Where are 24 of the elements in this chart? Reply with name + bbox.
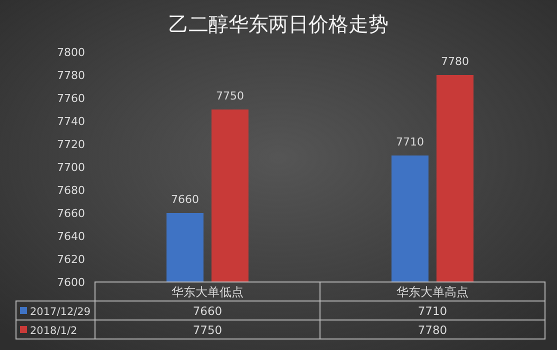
- y-tick-label: 7620: [57, 253, 85, 266]
- y-tick-label: 7720: [57, 138, 85, 151]
- legend-label: 2017/12/29: [30, 306, 91, 318]
- data-label: 7660: [192, 304, 222, 318]
- y-tick-label: 7700: [57, 161, 85, 174]
- data-label: 7750: [192, 323, 222, 337]
- y-tick-label: 7600: [57, 276, 85, 289]
- y-tick-label: 7680: [57, 184, 85, 197]
- y-tick-label: 7760: [57, 92, 85, 105]
- annotation: 7660: [171, 193, 199, 206]
- x-tick-label: 华东大单低点: [172, 285, 244, 299]
- y-tick-label: 7640: [57, 230, 85, 243]
- x-tick-label: 华东大单高点: [396, 285, 468, 299]
- data-label: 7780: [418, 323, 448, 337]
- y-tick-label: 7780: [57, 69, 85, 82]
- annotation: 7710: [396, 136, 424, 148]
- y-tick-label: 7740: [57, 115, 85, 128]
- annotation: 7780: [441, 55, 469, 68]
- annotation: 7750: [216, 90, 244, 102]
- chart-title: 乙二醇华东两日价格走势: [168, 12, 388, 36]
- data-label: 7710: [418, 304, 448, 318]
- legend-label: 2018/1/2: [30, 325, 78, 337]
- y-tick-label: 7800: [57, 46, 85, 59]
- y-tick-label: 7660: [57, 207, 85, 220]
